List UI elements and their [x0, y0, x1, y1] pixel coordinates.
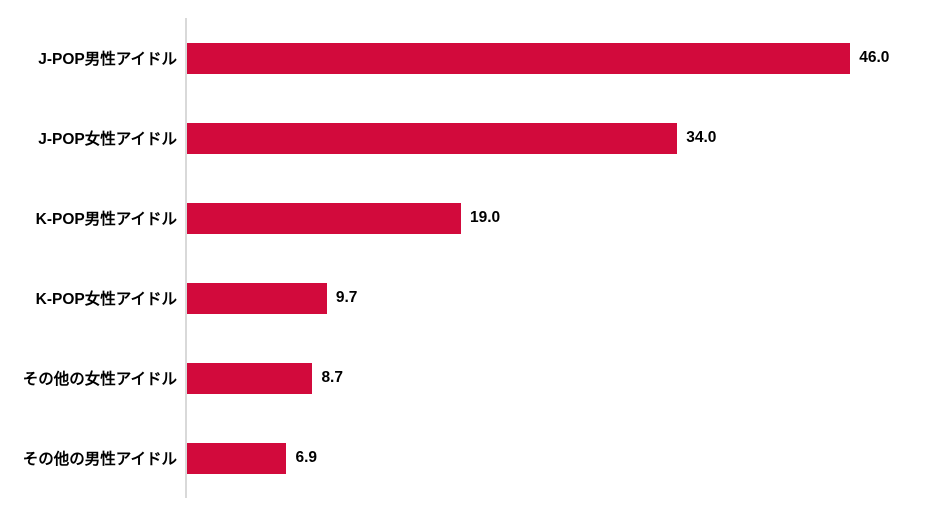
bar — [187, 202, 461, 234]
value-label: 8.7 — [321, 369, 343, 386]
plot-area: 46.0 — [185, 18, 931, 98]
bar — [187, 282, 327, 314]
value-label: 6.9 — [295, 449, 318, 466]
category-label: K-POP女性アイドル — [35, 291, 177, 308]
plot-area: 8.7 — [185, 338, 931, 418]
bar-chart-rows: J-POP男性アイドル 46.0 J-POP女性アイドル 34.0 K-POP男… — [0, 18, 931, 498]
bar — [187, 122, 678, 154]
category-label: その他の女性アイドル — [22, 371, 177, 388]
bar-row: J-POP男性アイドル 46.0 — [0, 18, 931, 98]
value-label: 9.7 — [335, 289, 358, 306]
bar-row: K-POP女性アイドル 9.7 — [0, 258, 931, 338]
bar-row: J-POP女性アイドル 34.0 — [0, 98, 931, 178]
value-label: 46.0 — [859, 49, 890, 66]
bar — [187, 442, 287, 474]
bar-row: その他の女性アイドル 8.7 — [0, 338, 931, 418]
category-label: K-POP男性アイドル — [35, 211, 177, 228]
category-label: J-POP男性アイドル — [38, 51, 177, 68]
bar-row: その他の男性アイドル 6.9 — [0, 418, 931, 498]
bar — [187, 362, 313, 394]
value-label: 19.0 — [469, 209, 501, 226]
category-label: J-POP女性アイドル — [38, 131, 177, 148]
bar-row: K-POP男性アイドル 19.0 — [0, 178, 931, 258]
plot-area: 6.9 — [185, 418, 931, 498]
bar — [187, 42, 851, 74]
plot-area: 19.0 — [185, 178, 931, 258]
category-label: その他の男性アイドル — [22, 451, 177, 468]
plot-area: 34.0 — [185, 98, 931, 178]
plot-area: 9.7 — [185, 258, 931, 338]
value-label: 34.0 — [686, 129, 717, 146]
